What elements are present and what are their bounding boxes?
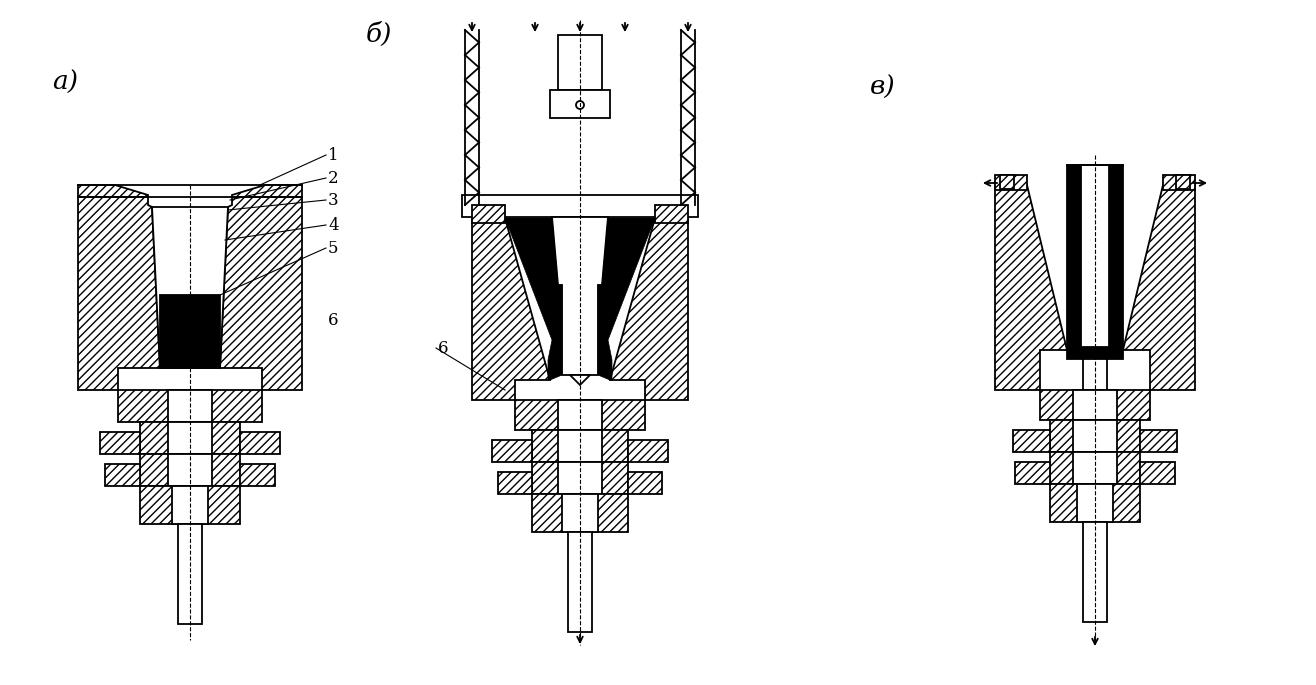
Bar: [1050, 484, 1140, 522]
Bar: [240, 432, 280, 454]
Bar: [1083, 522, 1107, 622]
Bar: [100, 432, 139, 454]
Bar: [240, 464, 275, 486]
Polygon shape: [78, 197, 161, 390]
Bar: [168, 390, 212, 422]
Text: б): б): [366, 22, 392, 47]
Bar: [139, 454, 240, 486]
Bar: [1140, 430, 1177, 452]
Bar: [168, 422, 212, 454]
Text: 4: 4: [328, 216, 338, 234]
Polygon shape: [161, 295, 220, 368]
Bar: [1050, 452, 1140, 484]
Polygon shape: [1123, 185, 1195, 390]
Bar: [628, 440, 669, 462]
Polygon shape: [570, 375, 590, 385]
Bar: [105, 464, 139, 486]
Text: 6: 6: [438, 340, 449, 356]
Polygon shape: [220, 197, 301, 390]
Bar: [1000, 175, 1015, 189]
Bar: [532, 462, 628, 494]
Bar: [1015, 462, 1050, 484]
Bar: [139, 486, 240, 524]
Bar: [1073, 420, 1117, 452]
Bar: [1163, 175, 1195, 190]
Text: 6: 6: [328, 312, 338, 329]
Bar: [139, 422, 240, 454]
Bar: [497, 472, 532, 494]
Bar: [628, 472, 662, 494]
Bar: [532, 494, 628, 532]
Bar: [515, 400, 645, 430]
Text: 3: 3: [328, 192, 338, 208]
Bar: [558, 462, 601, 494]
Bar: [1083, 359, 1107, 390]
Bar: [118, 390, 262, 422]
Bar: [1080, 165, 1109, 350]
Bar: [558, 400, 601, 430]
Bar: [1073, 452, 1117, 484]
Bar: [1050, 420, 1140, 452]
Bar: [558, 35, 601, 90]
Bar: [562, 494, 597, 532]
Bar: [178, 524, 201, 624]
Polygon shape: [78, 185, 147, 197]
Bar: [1013, 430, 1050, 452]
Polygon shape: [995, 185, 1067, 390]
Bar: [472, 205, 505, 223]
Polygon shape: [1109, 165, 1123, 350]
Bar: [168, 454, 212, 486]
Bar: [492, 440, 532, 462]
Text: 5: 5: [328, 240, 338, 256]
Bar: [995, 175, 1026, 190]
Bar: [1076, 484, 1113, 522]
Bar: [569, 532, 592, 632]
Polygon shape: [505, 217, 562, 380]
Text: а): а): [53, 70, 78, 95]
Polygon shape: [472, 218, 550, 400]
Bar: [1140, 462, 1175, 484]
Text: в): в): [870, 75, 896, 100]
Bar: [532, 430, 628, 462]
Bar: [655, 205, 688, 223]
Polygon shape: [551, 217, 608, 375]
Polygon shape: [153, 207, 228, 368]
Polygon shape: [597, 217, 655, 380]
Polygon shape: [232, 185, 301, 197]
Text: 1: 1: [328, 147, 338, 164]
Bar: [1067, 347, 1123, 359]
Bar: [462, 195, 697, 217]
Text: 2: 2: [328, 169, 338, 186]
Bar: [558, 430, 601, 462]
Polygon shape: [611, 218, 688, 400]
Bar: [1040, 390, 1150, 420]
Bar: [1073, 390, 1117, 420]
Bar: [172, 486, 208, 524]
Bar: [550, 90, 611, 118]
Bar: [1177, 175, 1190, 189]
Polygon shape: [1067, 165, 1080, 350]
